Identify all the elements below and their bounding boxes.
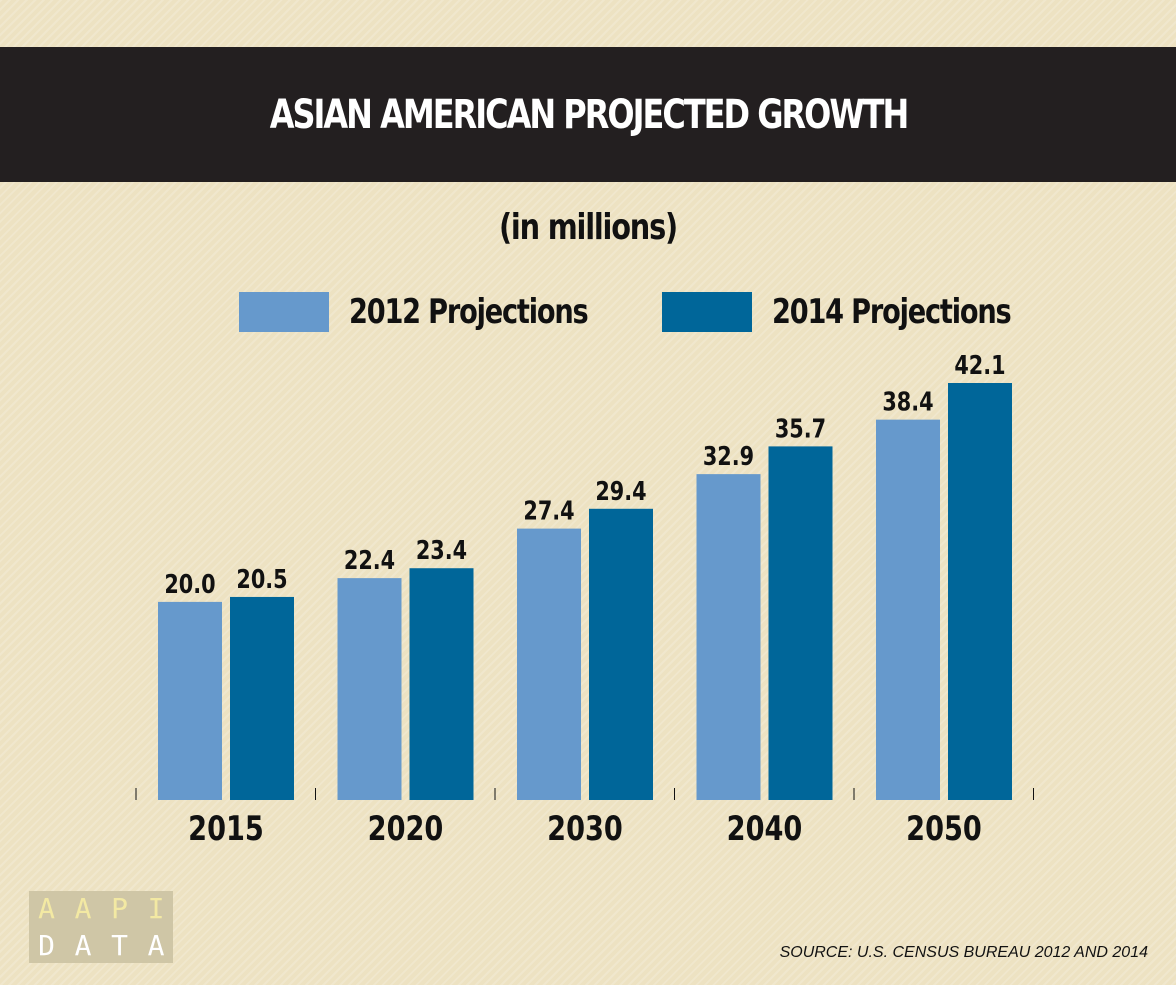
chart-title: ASIAN AMERICAN PROJECTED GROWTH [269,91,909,138]
x-tick-label: 2040 [727,809,803,849]
x-tick-label: 2020 [368,809,444,849]
source-note: SOURCE: U.S. CENSUS BUREAU 2012 AND 2014 [779,944,1148,961]
value-label: 42.1 [954,350,1005,381]
legend-swatch-2012 [239,292,329,332]
value-label: 22.4 [344,545,395,576]
value-label: 20.0 [164,569,215,600]
bar-2014-2050 [948,383,1012,800]
legend-label-2014: 2014 Projections [772,292,1012,332]
bar-2012-2040 [696,474,761,800]
bar-2014-2015 [230,596,294,800]
bar-2012-2030 [517,528,581,800]
logo-letter: D [38,928,55,962]
x-tick-label: 2050 [906,809,982,849]
logo-letter: T [111,928,128,962]
value-label: 38.4 [882,386,933,417]
bar-2012-2015 [158,601,222,800]
bar-2014-2020 [409,568,474,800]
legend-swatch-2014 [662,292,752,332]
logo-letter: A [74,928,92,962]
title-bar: ASIAN AMERICAN PROJECTED GROWTH [0,47,1176,182]
x-tick-label: 2015 [188,809,264,849]
logo-letter: I [147,892,165,925]
bar-2014-2040 [768,446,833,800]
bar-2012-2050 [876,419,940,800]
value-label: 35.7 [775,413,826,444]
value-label: 20.5 [236,564,287,595]
logo-letter: A [38,892,55,925]
value-label: 29.4 [595,475,646,506]
logo-letter: A [147,928,165,962]
logo-letter: A [74,892,92,925]
bar-2014-2030 [589,508,653,800]
x-tick-label: 2030 [547,809,623,849]
value-label: 23.4 [416,535,467,566]
bar-2012-2020 [337,578,402,800]
value-label: 32.9 [703,441,754,472]
legend-label-2012: 2012 Projections [349,292,589,332]
chart-subtitle: (in millions) [498,207,678,248]
logo-letter: P [111,892,128,925]
value-label: 27.4 [523,495,574,526]
